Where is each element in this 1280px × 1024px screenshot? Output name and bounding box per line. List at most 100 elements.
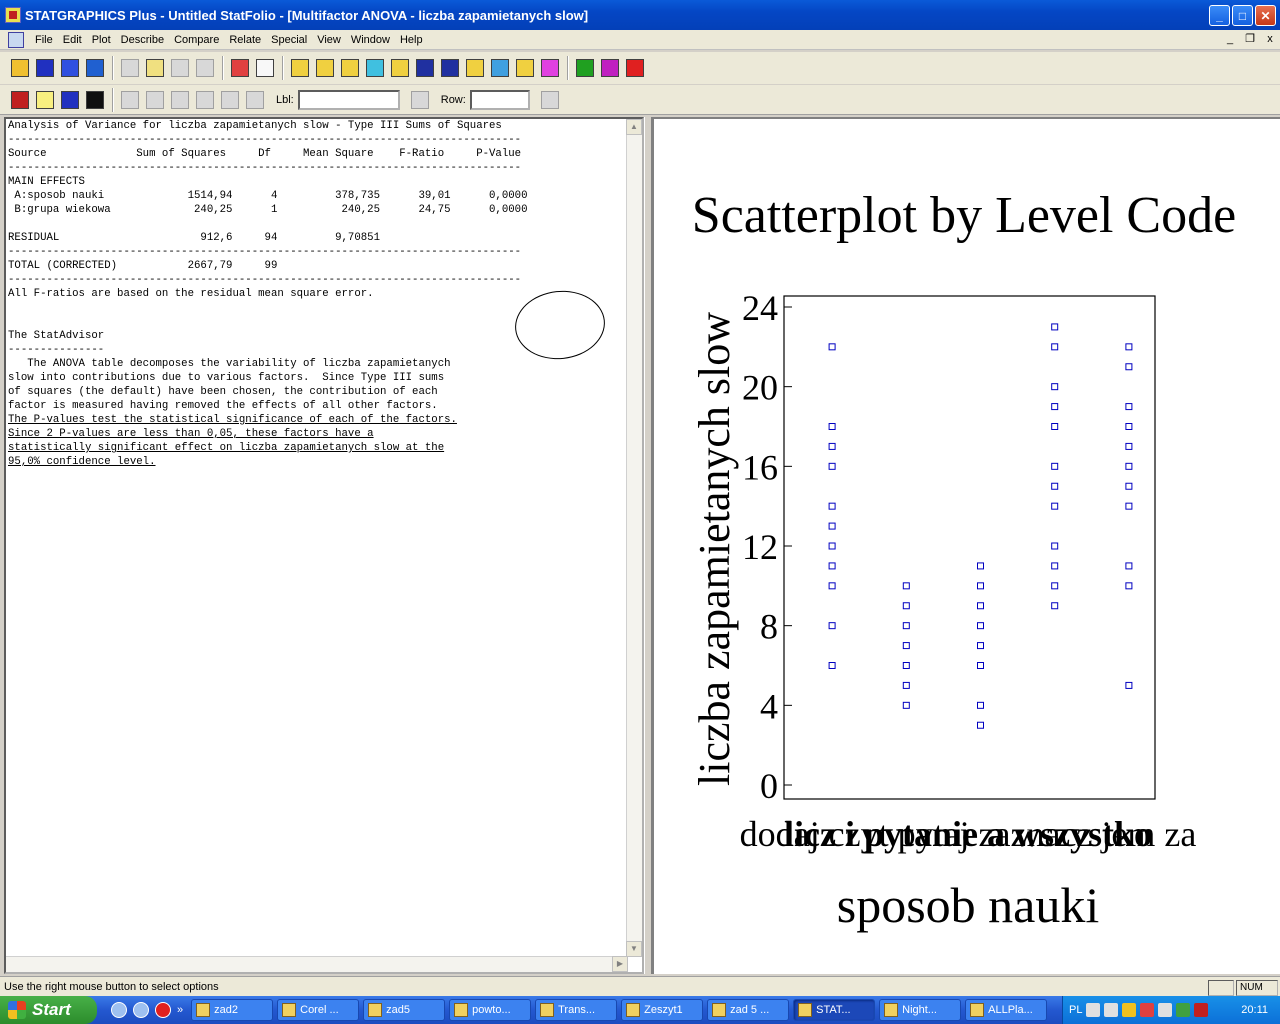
- statgraphics-app-icon[interactable]: [5, 7, 21, 23]
- print-preview-button[interactable]: [253, 56, 277, 80]
- undo-button[interactable]: [193, 56, 217, 80]
- taskbar-task-button[interactable]: Night...: [879, 999, 962, 1021]
- menu-plot[interactable]: Plot: [91, 33, 111, 46]
- opera-icon[interactable]: [155, 1002, 171, 1018]
- save-data-button[interactable]: [83, 56, 107, 80]
- tabular-options-icon: [36, 90, 54, 109]
- show-desktop-icon[interactable]: [111, 1002, 127, 1018]
- input-dialog-icon: [11, 90, 29, 109]
- line-tool-button[interactable]: [463, 56, 487, 80]
- save-button[interactable]: [33, 56, 57, 80]
- scroll-up-arrow-icon[interactable]: ▲: [626, 119, 642, 135]
- stat-advisor-button[interactable]: [598, 56, 622, 80]
- grid-tool-button[interactable]: [388, 56, 412, 80]
- taskbar-task-button[interactable]: STAT...: [793, 999, 876, 1021]
- point-identify-button[interactable]: [143, 88, 167, 112]
- data-point: [1125, 343, 1133, 351]
- taskbar-task-button[interactable]: powto...: [449, 999, 532, 1021]
- output-horizontal-scrollbar[interactable]: ▶: [6, 956, 628, 972]
- internet-explorer-icon[interactable]: [133, 1002, 149, 1018]
- taskbar-task-button[interactable]: zad 5 ...: [707, 999, 790, 1021]
- anova-output-pane[interactable]: Analysis of Variance for liczba zapamiet…: [4, 117, 644, 974]
- scroll-right-arrow-icon[interactable]: ▶: [612, 956, 628, 972]
- stat-wizard-button[interactable]: [573, 56, 597, 80]
- tree-tool-button[interactable]: [513, 56, 537, 80]
- mdi-restore-button[interactable]: ❐: [1245, 33, 1255, 45]
- tray-security-icon[interactable]: [1194, 1003, 1209, 1017]
- tray-antivirus-icon[interactable]: [1140, 1003, 1155, 1017]
- start-button[interactable]: Start: [0, 996, 97, 1024]
- menu-window[interactable]: Window: [350, 33, 390, 46]
- line-button[interactable]: [243, 88, 267, 112]
- zoom-button[interactable]: [218, 88, 242, 112]
- menu-view[interactable]: View: [317, 33, 341, 46]
- glm-tool-button[interactable]: [538, 56, 562, 80]
- taskbar-task-button[interactable]: Zeszyt1: [621, 999, 704, 1021]
- help-button[interactable]: [623, 56, 647, 80]
- tray-update-icon[interactable]: [1176, 1003, 1191, 1017]
- minimize-button[interactable]: _: [1209, 5, 1230, 26]
- data-point: [977, 622, 984, 630]
- scatter-tool-button[interactable]: [288, 56, 312, 80]
- menu-compare[interactable]: Compare: [174, 33, 220, 46]
- tabular-options-button[interactable]: [33, 88, 57, 112]
- copy-button[interactable]: [143, 56, 167, 80]
- distribution-tool-button[interactable]: [438, 56, 462, 80]
- taskbar-task-button[interactable]: Trans...: [535, 999, 618, 1021]
- menu-special[interactable]: Special: [271, 33, 308, 46]
- taskbar-task-button[interactable]: ALLPla...: [965, 999, 1048, 1021]
- data-point: [977, 582, 984, 590]
- histogram-tool-button[interactable]: [338, 56, 362, 80]
- output-line: ----------------------------------------…: [8, 246, 522, 258]
- menu-relate[interactable]: Relate: [229, 33, 262, 46]
- scroll-down-arrow-icon[interactable]: ▼: [626, 941, 642, 957]
- scatterplot-pane[interactable]: Scatterplot by Level Code liczba zapamie…: [652, 117, 1280, 974]
- num-lock-indicator: NUM: [1236, 980, 1278, 996]
- brush-button[interactable]: [168, 88, 192, 112]
- mdi-minimize-button[interactable]: _: [1226, 33, 1234, 45]
- cut-button[interactable]: [118, 56, 142, 80]
- star-tool-button[interactable]: [363, 56, 387, 80]
- datasheet-button[interactable]: [58, 56, 82, 80]
- exclude-button[interactable]: [193, 88, 217, 112]
- wave-tool-button[interactable]: [413, 56, 437, 80]
- tray-network-icon[interactable]: [1104, 1003, 1119, 1017]
- globe-tool-button[interactable]: [488, 56, 512, 80]
- menu-edit[interactable]: Edit: [62, 33, 82, 46]
- task-label: ALLPla...: [988, 1004, 1033, 1016]
- graphical-options-button[interactable]: [58, 88, 82, 112]
- tray-shield-icon[interactable]: [1122, 1003, 1137, 1017]
- save-results-button[interactable]: [83, 88, 107, 112]
- data-point: [1051, 423, 1059, 430]
- menu-help[interactable]: Help: [399, 33, 423, 46]
- box-tool-button[interactable]: [313, 56, 337, 80]
- taskbar-task-button[interactable]: zad5: [363, 999, 446, 1021]
- menu-describe[interactable]: Describe: [120, 33, 165, 46]
- lbl-find-button[interactable]: [408, 88, 432, 112]
- print-button[interactable]: [228, 56, 252, 80]
- data-point: [1125, 502, 1133, 510]
- maximize-button[interactable]: □: [1232, 5, 1253, 26]
- row-find-button[interactable]: [538, 88, 562, 112]
- task-label: Corel ...: [300, 1004, 339, 1016]
- close-button[interactable]: ✕: [1255, 5, 1276, 26]
- lbl-input[interactable]: [297, 89, 400, 110]
- tray-volume-icon[interactable]: [1158, 1003, 1173, 1017]
- data-point: [1051, 542, 1059, 550]
- quick-launch-overflow[interactable]: »: [177, 1004, 184, 1016]
- tray-arrow-icon[interactable]: [1086, 1003, 1101, 1017]
- language-indicator[interactable]: PL: [1069, 1004, 1083, 1016]
- output-vertical-scrollbar[interactable]: ▲ ▼: [626, 119, 642, 957]
- menu-file[interactable]: File: [35, 33, 53, 46]
- paste-button[interactable]: [168, 56, 192, 80]
- taskbar-task-button[interactable]: Corel ...: [277, 999, 360, 1021]
- document-icon[interactable]: [8, 31, 24, 48]
- pane-options-button[interactable]: [118, 88, 142, 112]
- mdi-close-button[interactable]: x: [1267, 33, 1273, 45]
- chart-title: Scatterplot by Level Code: [692, 187, 1236, 244]
- input-dialog-button[interactable]: [8, 88, 32, 112]
- pane-splitter[interactable]: [644, 117, 652, 974]
- open-button[interactable]: [8, 56, 32, 80]
- row-input[interactable]: [469, 89, 530, 110]
- taskbar-task-button[interactable]: zad2: [191, 999, 274, 1021]
